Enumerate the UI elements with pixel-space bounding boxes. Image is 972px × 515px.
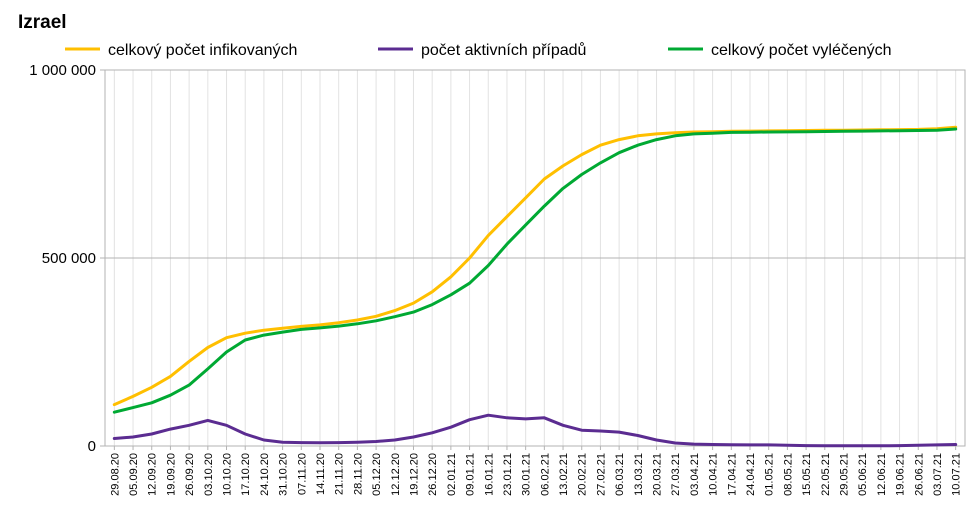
plot-area (112, 125, 958, 448)
y-axis: 0 500 000 1 000 000 (29, 62, 96, 455)
x-tick-label: 12.09.20 (147, 453, 159, 496)
x-tick-label: 22.05.21 (820, 453, 832, 496)
x-tick-label: 26.12.20 (427, 453, 439, 496)
x-tick-label: 02.01.21 (446, 453, 458, 496)
x-tick-label: 07.11.20 (296, 453, 308, 495)
x-tick-label: 27.02.21 (595, 453, 607, 496)
x-tick-label: 28.11.20 (352, 453, 364, 495)
x-tick-label: 23.01.21 (502, 453, 514, 496)
x-axis: 29.08.20 05.09.20 12.09.20 19.09.20 26.09.20… (109, 446, 963, 496)
x-tick-label: 24.04.21 (745, 453, 757, 496)
legend-label: počet aktivních případů (421, 41, 586, 59)
x-tick-label: 13.02.21 (558, 453, 570, 496)
x-tick-label: 30.01.21 (521, 453, 533, 496)
x-tick-label: 05.06.21 (857, 453, 869, 496)
x-tick-label: 29.08.20 (109, 453, 121, 496)
series-line-1 (112, 125, 958, 407)
legend-label: celkový počet vyléčených (711, 42, 892, 59)
chart-title: Izrael (18, 12, 67, 33)
x-tick-label: 14.11.20 (315, 453, 327, 495)
y-tick-label: 0 (88, 438, 96, 455)
grid (100, 69, 966, 447)
x-tick-label: 12.06.21 (876, 453, 888, 496)
y-tick-label: 500 000 (42, 250, 96, 267)
x-tick-label: 01.05.21 (764, 453, 776, 496)
x-tick-label: 27.03.21 (670, 453, 682, 496)
series-line-3 (112, 127, 958, 414)
x-tick-label: 03.10.20 (203, 453, 215, 496)
x-tick-label: 10.10.20 (222, 453, 234, 496)
x-tick-label: 19.12.20 (408, 453, 420, 496)
series-line-2 (112, 413, 958, 448)
x-tick-label: 05.12.20 (371, 453, 383, 496)
x-tick-label: 09.01.21 (465, 453, 477, 496)
legend: celkový počet infikovaných počet aktivníc… (65, 41, 892, 59)
x-tick-label: 29.05.21 (838, 453, 850, 496)
x-tick-label: 06.02.21 (539, 453, 551, 496)
x-tick-label: 06.03.21 (614, 453, 626, 496)
x-tick-label: 20.03.21 (652, 453, 664, 496)
x-tick-label: 26.06.21 (913, 453, 925, 496)
x-tick-label: 19.06.21 (895, 453, 907, 496)
x-tick-label: 15.05.21 (801, 453, 813, 496)
x-tick-label: 05.09.20 (128, 453, 140, 496)
x-tick-label: 19.09.20 (165, 453, 177, 496)
legend-label: celkový počet infikovaných (108, 42, 297, 59)
x-tick-label: 21.11.20 (334, 453, 346, 495)
x-tick-label: 31.10.20 (278, 453, 290, 496)
x-tick-label: 13.03.21 (633, 453, 645, 496)
x-tick-label: 17.10.20 (240, 453, 252, 496)
x-tick-label: 08.05.21 (782, 453, 794, 496)
x-tick-label: 12.12.20 (390, 453, 402, 496)
y-tick-label: 1 000 000 (29, 62, 96, 79)
x-tick-label: 26.09.20 (184, 453, 196, 496)
x-tick-label: 10.04.21 (708, 453, 720, 496)
x-tick-label: 03.07.21 (932, 453, 944, 496)
x-tick-label: 24.10.20 (259, 453, 271, 496)
x-tick-label: 16.01.21 (483, 453, 495, 496)
x-tick-label: 03.04.21 (689, 453, 701, 496)
x-tick-label: 10.07.21 (951, 453, 963, 496)
x-tick-label: 20.02.21 (577, 453, 589, 496)
x-tick-label: 17.04.21 (726, 453, 738, 496)
